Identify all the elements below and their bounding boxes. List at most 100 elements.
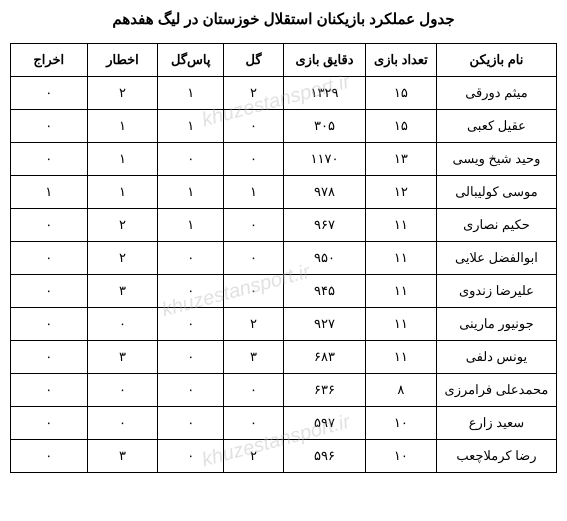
cell-red: ۰: [11, 341, 88, 374]
cell-minutes: ۵۹۷: [284, 407, 366, 440]
cell-minutes: ۵۹۶: [284, 440, 366, 473]
cell-goals: ۲: [223, 440, 283, 473]
cell-minutes: ۱۱۷۰: [284, 143, 366, 176]
cell-name: سعید زارع: [436, 407, 556, 440]
cell-games: ۱۱: [365, 242, 436, 275]
cell-assists: ۰: [158, 341, 224, 374]
cell-red: ۱: [11, 176, 88, 209]
cell-games: ۱۱: [365, 275, 436, 308]
cell-red: ۰: [11, 77, 88, 110]
cell-games: ۱۰: [365, 440, 436, 473]
cell-assists: ۰: [158, 275, 224, 308]
header-minutes: دقایق بازی: [284, 44, 366, 77]
cell-red: ۰: [11, 242, 88, 275]
cell-name: موسی کولیبالی: [436, 176, 556, 209]
cell-yellow: ۱: [87, 176, 158, 209]
cell-games: ۸: [365, 374, 436, 407]
table-title: جدول عملکرد بازیکنان استقلال خوزستان در …: [10, 10, 557, 28]
table-row: علیرضا زندوی۱۱۹۴۵۰۰۳۰: [11, 275, 557, 308]
cell-games: ۱۱: [365, 209, 436, 242]
header-name: نام بازیکن: [436, 44, 556, 77]
cell-assists: ۰: [158, 374, 224, 407]
cell-minutes: ۱۳۲۹: [284, 77, 366, 110]
cell-goals: ۰: [223, 242, 283, 275]
table-row: حکیم نصاری۱۱۹۶۷۰۱۲۰: [11, 209, 557, 242]
cell-goals: ۲: [223, 77, 283, 110]
cell-yellow: ۲: [87, 77, 158, 110]
cell-red: ۰: [11, 143, 88, 176]
cell-minutes: ۹۴۵: [284, 275, 366, 308]
table-row: عقیل کعبی۱۵۳۰۵۰۱۱۰: [11, 110, 557, 143]
cell-yellow: ۱: [87, 143, 158, 176]
cell-games: ۱۰: [365, 407, 436, 440]
cell-goals: ۰: [223, 275, 283, 308]
table-row: ابوالفضل علایی۱۱۹۵۰۰۰۲۰: [11, 242, 557, 275]
cell-games: ۱۵: [365, 77, 436, 110]
cell-minutes: ۳۰۵: [284, 110, 366, 143]
cell-yellow: ۱: [87, 110, 158, 143]
cell-red: ۰: [11, 275, 88, 308]
header-assists: پاس‌گل: [158, 44, 224, 77]
cell-goals: ۰: [223, 209, 283, 242]
cell-yellow: ۳: [87, 341, 158, 374]
cell-assists: ۱: [158, 176, 224, 209]
cell-goals: ۲: [223, 308, 283, 341]
cell-goals: ۰: [223, 143, 283, 176]
cell-red: ۰: [11, 374, 88, 407]
cell-name: محمدعلی فرامرزی: [436, 374, 556, 407]
cell-assists: ۰: [158, 242, 224, 275]
cell-assists: ۰: [158, 407, 224, 440]
cell-minutes: ۹۵۰: [284, 242, 366, 275]
cell-minutes: ۶۳۶: [284, 374, 366, 407]
header-yellow: اخطار: [87, 44, 158, 77]
table-row: موسی کولیبالی۱۲۹۷۸۱۱۱۱: [11, 176, 557, 209]
cell-name: حکیم نصاری: [436, 209, 556, 242]
cell-name: میثم دورقی: [436, 77, 556, 110]
header-goals: گل: [223, 44, 283, 77]
cell-yellow: ۳: [87, 440, 158, 473]
cell-red: ۰: [11, 407, 88, 440]
cell-games: ۱۲: [365, 176, 436, 209]
cell-yellow: ۰: [87, 374, 158, 407]
table-row: محمدعلی فرامرزی۸۶۳۶۰۰۰۰: [11, 374, 557, 407]
table-row: رضا کرملاچعب۱۰۵۹۶۲۰۳۰: [11, 440, 557, 473]
table-header-row: نام بازیکن تعداد بازی دقایق بازی گل پاس‌…: [11, 44, 557, 77]
cell-assists: ۰: [158, 143, 224, 176]
cell-name: رضا کرملاچعب: [436, 440, 556, 473]
cell-games: ۱۳: [365, 143, 436, 176]
cell-assists: ۱: [158, 110, 224, 143]
cell-assists: ۱: [158, 77, 224, 110]
cell-yellow: ۰: [87, 407, 158, 440]
cell-goals: ۰: [223, 110, 283, 143]
cell-assists: ۰: [158, 440, 224, 473]
cell-name: ابوالفضل علایی: [436, 242, 556, 275]
table-row: میثم دورقی۱۵۱۳۲۹۲۱۲۰: [11, 77, 557, 110]
cell-games: ۱۱: [365, 308, 436, 341]
header-red: اخراج: [11, 44, 88, 77]
cell-name: علیرضا زندوی: [436, 275, 556, 308]
cell-red: ۰: [11, 209, 88, 242]
cell-red: ۰: [11, 110, 88, 143]
cell-assists: ۰: [158, 308, 224, 341]
table-row: وحید شیخ ویسی۱۳۱۱۷۰۰۰۱۰: [11, 143, 557, 176]
cell-minutes: ۹۶۷: [284, 209, 366, 242]
cell-minutes: ۶۸۳: [284, 341, 366, 374]
table-row: سعید زارع۱۰۵۹۷۰۰۰۰: [11, 407, 557, 440]
cell-yellow: ۲: [87, 242, 158, 275]
header-games: تعداد بازی: [365, 44, 436, 77]
cell-goals: ۰: [223, 407, 283, 440]
players-table: نام بازیکن تعداد بازی دقایق بازی گل پاس‌…: [10, 43, 557, 473]
cell-name: یونس دلفی: [436, 341, 556, 374]
cell-name: عقیل کعبی: [436, 110, 556, 143]
cell-games: ۱۱: [365, 341, 436, 374]
table-row: جونیور مارینی۱۱۹۲۷۲۰۰۰: [11, 308, 557, 341]
cell-name: وحید شیخ ویسی: [436, 143, 556, 176]
cell-minutes: ۹۲۷: [284, 308, 366, 341]
cell-name: جونیور مارینی: [436, 308, 556, 341]
cell-goals: ۳: [223, 341, 283, 374]
cell-goals: ۱: [223, 176, 283, 209]
cell-yellow: ۳: [87, 275, 158, 308]
cell-yellow: ۲: [87, 209, 158, 242]
cell-assists: ۱: [158, 209, 224, 242]
cell-red: ۰: [11, 308, 88, 341]
